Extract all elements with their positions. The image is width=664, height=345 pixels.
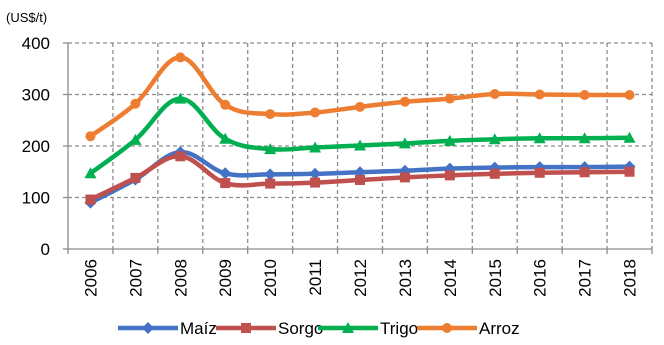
x-tick-label: 2012 xyxy=(351,259,370,297)
data-point-sorgo xyxy=(489,168,500,179)
y-tick-label: 400 xyxy=(22,34,50,53)
legend-swatch-marker xyxy=(142,322,154,334)
data-point-trigo xyxy=(488,133,501,145)
data-point-maiz xyxy=(309,167,322,180)
data-point-trigo xyxy=(309,141,322,153)
data-point-arroz xyxy=(624,90,635,101)
legend-label: Maíz xyxy=(180,319,217,338)
data-point-arroz xyxy=(130,98,141,109)
data-point-arroz xyxy=(265,109,276,120)
data-point-arroz xyxy=(579,90,590,101)
data-point-sorgo xyxy=(220,178,231,189)
legend-swatch-marker xyxy=(342,322,354,333)
data-point-sorgo xyxy=(534,167,545,178)
x-tick-label: 2016 xyxy=(531,259,550,297)
data-point-maiz xyxy=(264,168,277,181)
data-point-maiz xyxy=(219,167,232,180)
data-point-arroz xyxy=(399,96,410,107)
x-tick-labels: 2006 2007 2008 2009 2010 2011 2012 2013 2014 2015… xyxy=(81,259,639,297)
x-tick-label: 2009 xyxy=(216,259,235,297)
y-axis-unit-label: (US$/t) xyxy=(6,10,47,25)
y-tick-label: 0 xyxy=(41,240,50,259)
legend-item-sorgo: Sorgo xyxy=(216,319,323,338)
series-lines xyxy=(84,52,636,209)
legend-item-trigo: Trigo xyxy=(318,319,418,338)
data-point-sorgo xyxy=(579,167,590,178)
data-point-trigo xyxy=(354,139,366,151)
data-point-sorgo xyxy=(399,172,410,183)
data-point-sorgo xyxy=(175,151,186,162)
x-tick-label: 2013 xyxy=(396,259,415,297)
x-tick-label: 2008 xyxy=(171,259,190,297)
legend-label: Trigo xyxy=(380,319,418,338)
x-tick-label: 2011 xyxy=(306,259,325,296)
legend-label: Sorgo xyxy=(278,319,323,338)
data-point-trigo xyxy=(84,167,97,179)
y-tick-label: 300 xyxy=(22,86,50,105)
data-point-arroz xyxy=(489,88,500,99)
data-point-trigo xyxy=(129,133,142,145)
data-point-arroz xyxy=(85,131,96,142)
x-tick-label: 2010 xyxy=(261,259,280,297)
x-tick-label: 2014 xyxy=(441,259,460,297)
data-point-trigo xyxy=(219,132,232,144)
x-tick-label: 2015 xyxy=(486,259,505,297)
data-point-trigo xyxy=(398,137,411,149)
y-tick-labels: 0 100 200 300 400 xyxy=(22,34,50,259)
data-point-sorgo xyxy=(444,170,455,181)
data-point-arroz xyxy=(444,93,455,104)
series-line-arroz xyxy=(88,55,632,139)
data-point-arroz xyxy=(310,107,321,118)
data-point-arroz xyxy=(355,101,365,112)
data-point-sorgo xyxy=(310,177,321,188)
x-tick-label: 2017 xyxy=(576,259,595,297)
data-point-trigo xyxy=(264,143,277,155)
data-point-trigo xyxy=(533,132,546,144)
x-tick-label: 2018 xyxy=(621,259,640,297)
legend-swatch-marker xyxy=(442,323,452,333)
data-point-trigo xyxy=(623,131,636,143)
data-point-arroz xyxy=(534,89,545,100)
series-trigo xyxy=(84,92,636,179)
series-arroz xyxy=(85,52,635,142)
legend-item-maiz: Maíz xyxy=(118,319,217,338)
data-point-trigo xyxy=(578,132,591,144)
axes xyxy=(63,42,653,254)
data-point-trigo xyxy=(443,134,456,146)
data-point-sorgo xyxy=(85,194,96,205)
data-point-arroz xyxy=(175,52,186,63)
legend: Maíz Sorgo Trigo Arroz xyxy=(118,319,520,338)
data-point-sorgo xyxy=(130,172,141,183)
y-tick-label: 100 xyxy=(22,189,50,208)
data-point-sorgo xyxy=(624,166,635,177)
legend-label: Arroz xyxy=(479,319,520,338)
legend-item-arroz: Arroz xyxy=(417,319,520,338)
x-tick-label: 2007 xyxy=(126,259,145,297)
series-sorgo xyxy=(85,151,635,205)
legend-swatch-marker xyxy=(241,323,251,333)
data-point-trigo xyxy=(174,92,187,104)
data-point-arroz xyxy=(220,99,231,110)
x-tick-label: 2006 xyxy=(81,259,100,297)
data-point-sorgo xyxy=(355,174,365,185)
y-tick-label: 200 xyxy=(22,137,50,156)
data-point-sorgo xyxy=(265,178,276,189)
